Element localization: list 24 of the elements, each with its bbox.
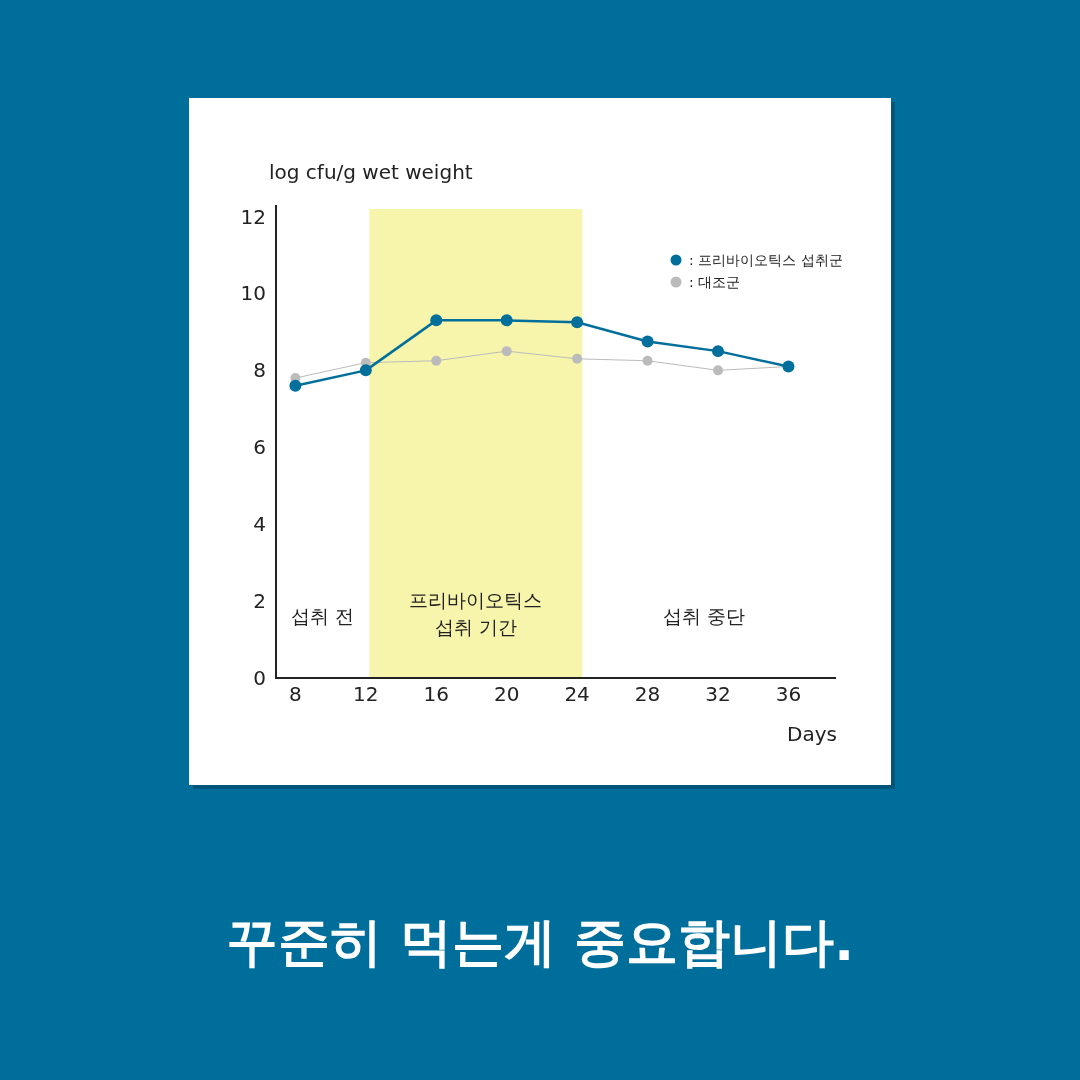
xtick: 12 [353, 682, 379, 706]
xtick: 28 [634, 682, 661, 706]
annotation: 섭취 전 [291, 605, 355, 627]
ytick: 4 [253, 512, 266, 537]
band-label: 프리바이오틱스 [409, 589, 543, 611]
title: 꾸준히 먹는게 중요합니다. [226, 912, 854, 972]
ytick: 6 [253, 435, 266, 460]
ytick: 2 [253, 589, 266, 614]
xtick: 20 [493, 682, 520, 706]
xtick: 8 [289, 682, 302, 706]
legend: : 프리바이오틱스 섭취군 [689, 252, 843, 268]
ytick: 10 [240, 281, 266, 306]
band-label: 섭취 기간 [434, 616, 517, 638]
ytick: 8 [253, 358, 266, 383]
annotation: 섭취 중단 [663, 605, 746, 627]
xtick: 36 [775, 682, 802, 706]
xtick: 32 [705, 682, 731, 706]
xtick: 24 [564, 682, 590, 706]
xlabel: Days [787, 722, 837, 746]
xtick: 16 [423, 682, 449, 706]
legend: : 대조군 [689, 274, 741, 290]
ylabel: log cfu/g wet weight [269, 160, 473, 184]
ytick: 12 [240, 204, 266, 229]
ytick: 0 [253, 666, 266, 690]
